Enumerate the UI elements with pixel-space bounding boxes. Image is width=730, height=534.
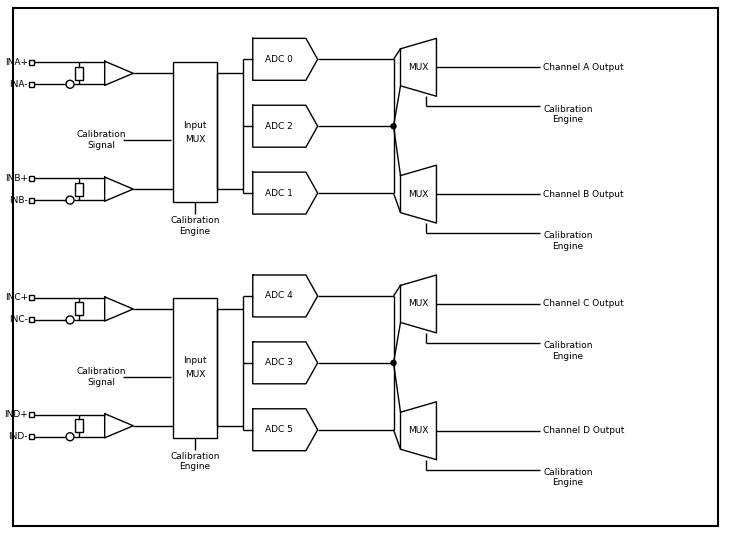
Bar: [75, 419, 83, 432]
Text: ADC 5: ADC 5: [266, 425, 293, 434]
Text: Calibration
Engine: Calibration Engine: [543, 341, 593, 360]
Text: Channel C Output: Channel C Output: [543, 300, 624, 309]
Text: ADC 3: ADC 3: [266, 358, 293, 367]
Text: Channel A Output: Channel A Output: [543, 63, 624, 72]
Bar: [28, 317, 34, 323]
Bar: [173, 298, 217, 438]
Bar: [75, 302, 83, 316]
Text: MUX: MUX: [408, 426, 429, 435]
Bar: [28, 60, 34, 65]
Text: Channel D Output: Channel D Output: [543, 426, 625, 435]
Bar: [28, 412, 34, 417]
Bar: [28, 295, 34, 301]
Text: ADC 4: ADC 4: [266, 292, 293, 301]
Text: ADC 2: ADC 2: [266, 122, 293, 131]
Text: INB-: INB-: [9, 195, 28, 205]
Text: INB+: INB+: [5, 174, 28, 183]
Text: MUX: MUX: [408, 63, 429, 72]
Circle shape: [66, 433, 74, 441]
Text: INA+: INA+: [5, 58, 28, 67]
Bar: [28, 198, 34, 202]
Text: Channel B Output: Channel B Output: [543, 190, 624, 199]
Text: MUX: MUX: [185, 371, 205, 379]
Text: INA-: INA-: [9, 80, 28, 89]
Text: Calibration
Engine: Calibration Engine: [543, 231, 593, 251]
Text: MUX: MUX: [408, 190, 429, 199]
Text: INC+: INC+: [5, 294, 28, 302]
Circle shape: [66, 316, 74, 324]
Text: Input: Input: [183, 121, 207, 130]
Text: Calibration
Engine: Calibration Engine: [170, 452, 220, 472]
Text: IND-: IND-: [9, 432, 28, 441]
Text: INC-: INC-: [9, 316, 28, 325]
Circle shape: [66, 196, 74, 204]
Circle shape: [391, 124, 396, 129]
Text: Calibration
Engine: Calibration Engine: [170, 216, 220, 236]
Text: Calibration
Signal: Calibration Signal: [76, 130, 126, 150]
Text: Input: Input: [183, 356, 207, 365]
Text: IND+: IND+: [4, 410, 28, 419]
Text: MUX: MUX: [185, 135, 205, 144]
Circle shape: [66, 80, 74, 88]
Text: MUX: MUX: [408, 300, 429, 309]
Bar: [173, 62, 217, 202]
Text: Calibration
Engine: Calibration Engine: [543, 468, 593, 488]
Circle shape: [391, 360, 396, 365]
Bar: [28, 176, 34, 180]
Text: ADC 1: ADC 1: [266, 189, 293, 198]
Text: ADC 0: ADC 0: [266, 55, 293, 64]
Bar: [75, 183, 83, 195]
Bar: [28, 82, 34, 87]
Text: Calibration
Engine: Calibration Engine: [543, 105, 593, 124]
Text: Calibration
Signal: Calibration Signal: [76, 367, 126, 387]
Bar: [75, 67, 83, 80]
Bar: [28, 434, 34, 439]
